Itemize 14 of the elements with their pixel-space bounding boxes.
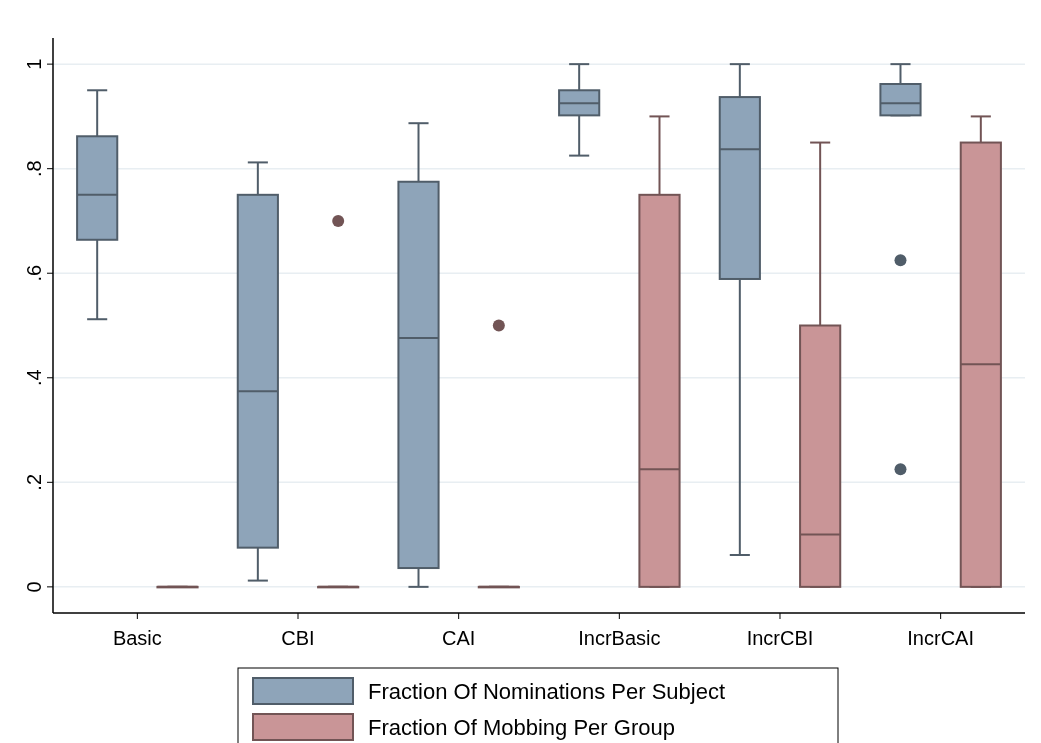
y-tick-label: 0 (23, 581, 45, 593)
legend-label: Fraction Of Nominations Per Subject (368, 679, 726, 704)
x-tick-label: CBI (281, 627, 315, 649)
x-tick-label: IncrBasic (578, 627, 661, 649)
y-tick-label: .2 (23, 473, 45, 491)
y-tick-label: .8 (23, 160, 45, 178)
x-tick-label: Basic (112, 627, 162, 649)
y-tick-label: .4 (23, 369, 45, 387)
y-tick-label: 1 (23, 58, 45, 70)
legend-label: Fraction Of Mobbing Per Group (368, 715, 675, 740)
x-tick-label: IncrCBI (746, 627, 814, 649)
x-tick-label: IncrCAI (907, 627, 974, 649)
y-tick-label: .6 (23, 264, 45, 282)
x-tick-label: CAI (442, 627, 476, 649)
